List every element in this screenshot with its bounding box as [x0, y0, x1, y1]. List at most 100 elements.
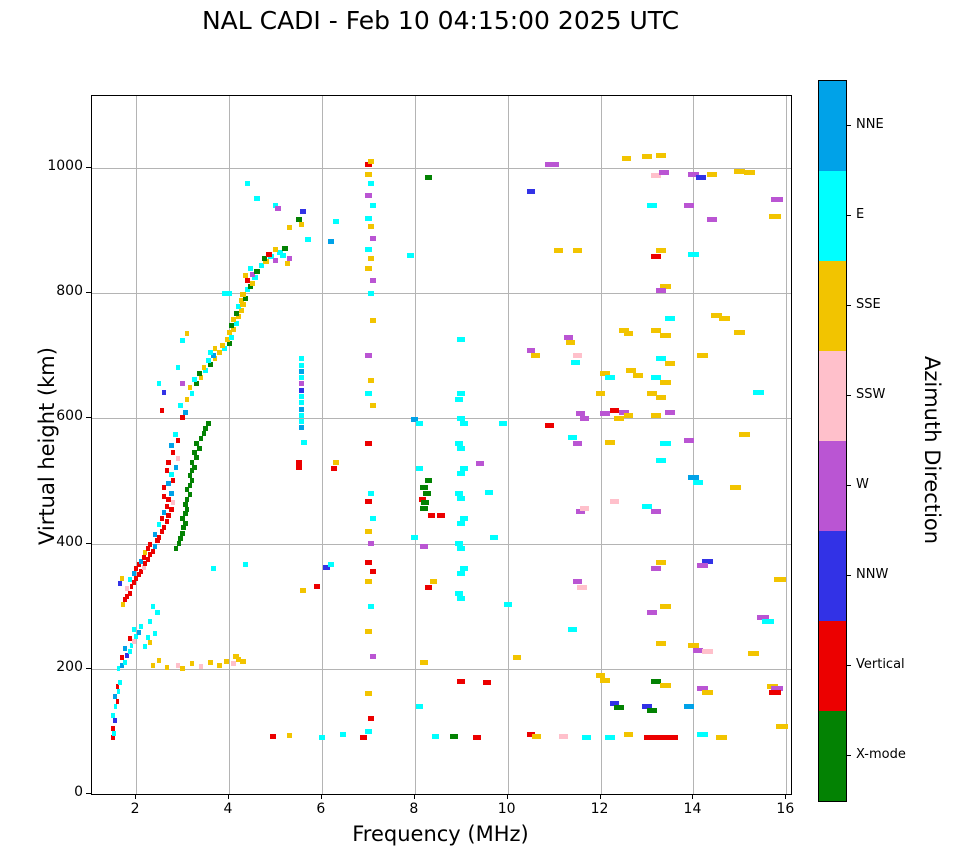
data-point — [208, 660, 213, 666]
data-point — [365, 265, 372, 271]
data-point — [455, 541, 464, 547]
colorbar-tick-label: X-mode — [856, 747, 906, 762]
data-point — [600, 677, 610, 683]
data-point — [235, 314, 241, 320]
data-point — [600, 410, 610, 416]
data-point — [651, 508, 662, 514]
data-point — [196, 445, 202, 451]
data-point — [224, 337, 230, 342]
data-point — [113, 717, 118, 723]
data-point — [189, 468, 195, 474]
data-point — [136, 629, 141, 635]
data-point — [415, 465, 424, 471]
data-point — [132, 570, 137, 576]
data-point — [277, 249, 283, 255]
data-point — [365, 171, 372, 177]
x-tick-mark — [599, 794, 601, 799]
data-point — [658, 170, 669, 176]
data-point — [212, 345, 218, 351]
data-point — [485, 489, 494, 495]
y-tick-mark — [86, 542, 91, 544]
data-point — [196, 370, 202, 376]
data-point — [240, 301, 246, 307]
data-point — [655, 641, 667, 647]
data-point — [175, 662, 181, 668]
data-point — [769, 690, 781, 696]
data-point — [181, 525, 186, 531]
data-point — [367, 491, 375, 496]
data-point — [113, 693, 118, 699]
data-point — [208, 350, 213, 356]
data-point — [323, 564, 330, 570]
data-point — [171, 500, 176, 506]
data-point — [229, 323, 235, 329]
data-point — [155, 609, 160, 615]
data-point — [406, 253, 414, 259]
data-point — [665, 409, 676, 415]
data-point — [148, 552, 153, 558]
data-point — [173, 431, 178, 437]
grid-line-horizontal — [92, 543, 791, 545]
y-tick-mark — [86, 793, 91, 794]
data-point — [280, 253, 286, 259]
data-point — [198, 664, 204, 670]
data-point — [206, 358, 211, 364]
data-point — [286, 255, 293, 261]
data-point — [457, 337, 466, 342]
data-point — [127, 577, 132, 583]
data-point — [175, 364, 181, 370]
data-point — [116, 666, 121, 672]
data-point — [164, 665, 169, 671]
data-point — [651, 566, 662, 572]
data-point — [173, 546, 179, 552]
data-point — [212, 355, 218, 361]
data-point — [150, 603, 155, 609]
data-point — [365, 691, 372, 697]
data-point — [166, 459, 171, 465]
colorbar-tick-mark — [847, 755, 851, 756]
data-point — [643, 735, 665, 741]
grid-line-vertical — [136, 96, 138, 794]
data-point — [141, 554, 146, 560]
data-point — [183, 502, 188, 508]
data-point — [526, 732, 536, 738]
data-point — [572, 440, 582, 446]
data-point — [166, 480, 171, 486]
y-tick-label: 400 — [56, 533, 83, 550]
data-point — [298, 393, 305, 399]
data-point — [545, 423, 554, 429]
data-point — [300, 588, 307, 594]
data-point — [263, 259, 269, 265]
data-point — [568, 627, 578, 633]
data-point — [455, 491, 464, 496]
data-point — [298, 419, 305, 425]
data-point — [123, 597, 127, 603]
data-point — [184, 506, 190, 512]
data-point — [695, 174, 707, 180]
colorbar-tick-mark — [847, 665, 851, 666]
x-tick-label: 14 — [683, 801, 702, 817]
data-point — [150, 662, 155, 668]
data-point — [421, 499, 429, 505]
data-point — [178, 403, 183, 409]
data-point — [697, 686, 709, 692]
data-point — [503, 602, 512, 608]
data-point — [226, 329, 232, 335]
data-point — [203, 368, 209, 374]
data-point — [570, 359, 581, 365]
data-point — [660, 333, 671, 339]
x-tick-label: 12 — [590, 801, 609, 817]
data-point — [651, 375, 662, 381]
data-point — [249, 271, 255, 277]
data-point — [164, 503, 169, 509]
data-point — [580, 415, 590, 421]
data-point — [683, 703, 695, 709]
data-point — [360, 735, 367, 741]
y-tick-label: 600 — [56, 408, 83, 425]
data-point — [146, 634, 151, 640]
data-point — [164, 519, 169, 525]
data-point — [247, 284, 253, 290]
grid-line-vertical — [693, 96, 695, 794]
data-point — [113, 703, 118, 709]
data-point — [152, 544, 157, 550]
